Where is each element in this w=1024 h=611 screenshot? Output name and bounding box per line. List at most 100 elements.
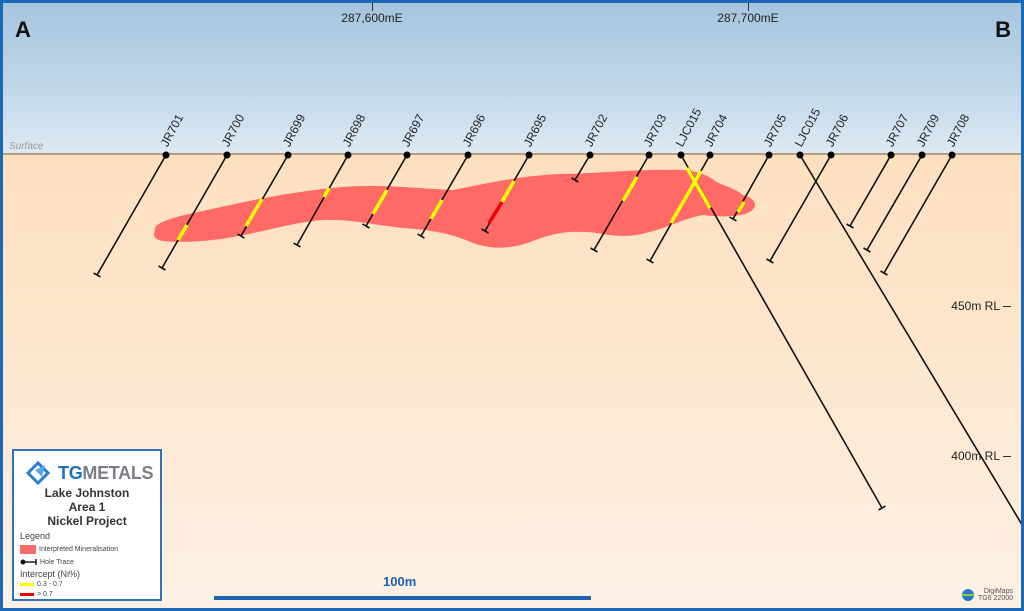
project-line-2: Area 1 [68,500,106,514]
legend-label: 0.3 - 0.7 [37,581,63,588]
hole-end-tick [646,258,654,264]
scale-bar [214,596,591,600]
intercept-title: Intercept (Ni%) [20,569,81,579]
company-prefix: TG [58,462,83,483]
hole-trace [420,154,469,237]
mineralisation-body [153,169,755,248]
intercept-segment [736,201,746,213]
legend-label: Interpreted Mineralisation [39,546,118,553]
hole-end-tick [729,216,737,222]
collar-dot [223,151,231,159]
project-line-1: Lake Johnston [44,486,130,500]
legend-item-intercept-low: 0.3 - 0.7 [20,581,63,588]
intercept-segment [244,198,264,227]
collar-dot [586,151,594,159]
credit-line-2: TG6 22000 [977,595,1013,602]
hole-end-tick [571,177,579,183]
legend-label: > 0.7 [37,591,53,598]
legend-title: Legend [20,531,51,541]
surface-line [3,153,1021,155]
hole-end-tick [863,247,871,253]
rl-label: 400m RL [951,449,1000,463]
intercept-segment [669,170,703,224]
hole-end-tick [362,223,370,229]
hole-end-tick [417,233,425,239]
collar-dot [948,151,956,159]
intercept-segment [500,180,516,203]
rl-label: 450m RL [951,299,1000,313]
collar-dot [706,151,714,159]
hole-trace [866,154,923,251]
globe-icon [961,589,974,601]
intercept-segment [176,224,189,241]
company-name: TGMETALS [58,462,154,484]
hole-trace [769,154,832,262]
hole-end-tick [293,242,301,248]
company-logo: TGMETALS [26,461,154,485]
hole-end-tick [590,247,598,253]
hole-end-tick [846,223,854,229]
tg-metals-logo-icon [26,461,51,485]
sky-background [3,3,1021,154]
hole-trace [799,154,1021,525]
hole-end-tick [481,228,489,234]
hole-trace [296,154,349,246]
rl-400: 400m RL [951,449,1011,463]
hole-end-tick [766,258,774,264]
digimaps-credit: DigiMaps TG6 22000 [961,588,1013,602]
collar-dot [645,151,653,159]
intercept-segment [685,167,712,209]
hole-trace [593,154,650,251]
rl-450: 450m RL [951,299,1011,313]
collar-dot [677,151,685,159]
project-line-3: Nickel Project [47,514,127,528]
intercept-segment [621,176,639,202]
intercept-segment [371,189,389,215]
hole-end-tick [93,272,101,278]
section-start-label: A [15,17,31,42]
collar-dot [796,151,804,159]
hole-end-tick [878,505,886,511]
collar-dot [765,151,773,159]
collar-dot [827,151,835,159]
section-end-label: B [995,17,1011,42]
intercept-segment [429,199,444,220]
easting-label: 287,700mE [717,11,779,25]
legend-item-hole-trace: Hole Trace [20,558,74,566]
easting-tick [748,3,749,11]
hole-end-tick [158,265,166,271]
hole-end-tick [237,233,245,239]
mineralisation-swatch [20,545,36,554]
legend-panel: TGMETALS Lake Johnston Area 1 Nickel Pro… [12,449,162,601]
rl-tick [1003,456,1011,458]
intercept-low-swatch [20,583,34,586]
collar-dot [887,151,895,159]
intercept-high-swatch [20,593,34,596]
collar-dot [284,151,292,159]
hole-trace [849,154,892,227]
collar-dot [464,151,472,159]
collar-dot [344,151,352,159]
hole-trace [574,154,591,181]
legend-item-mineralisation: Interpreted Mineralisation [20,545,118,554]
legend-label: Hole Trace [40,558,74,566]
section-drawing [93,151,1021,525]
collar-dot [918,151,926,159]
drill-holes [93,151,1021,525]
hole-trace [883,154,953,274]
scale-bar-label: 100m [383,574,417,589]
easting-label: 287,600mE [341,11,403,25]
company-suffix: METALS [82,462,154,483]
collar-dot [403,151,411,159]
intercept-segment [322,187,331,198]
hole-trace [96,154,167,276]
collar-dot [525,151,533,159]
rl-tick [1003,306,1011,308]
intercept-segment [487,201,504,224]
hole-trace-icon [20,559,37,565]
collar-dot [162,151,170,159]
hole-trace [161,154,228,269]
credit-line-1: DigiMaps [983,588,1013,595]
hole-end-tick [880,270,888,276]
